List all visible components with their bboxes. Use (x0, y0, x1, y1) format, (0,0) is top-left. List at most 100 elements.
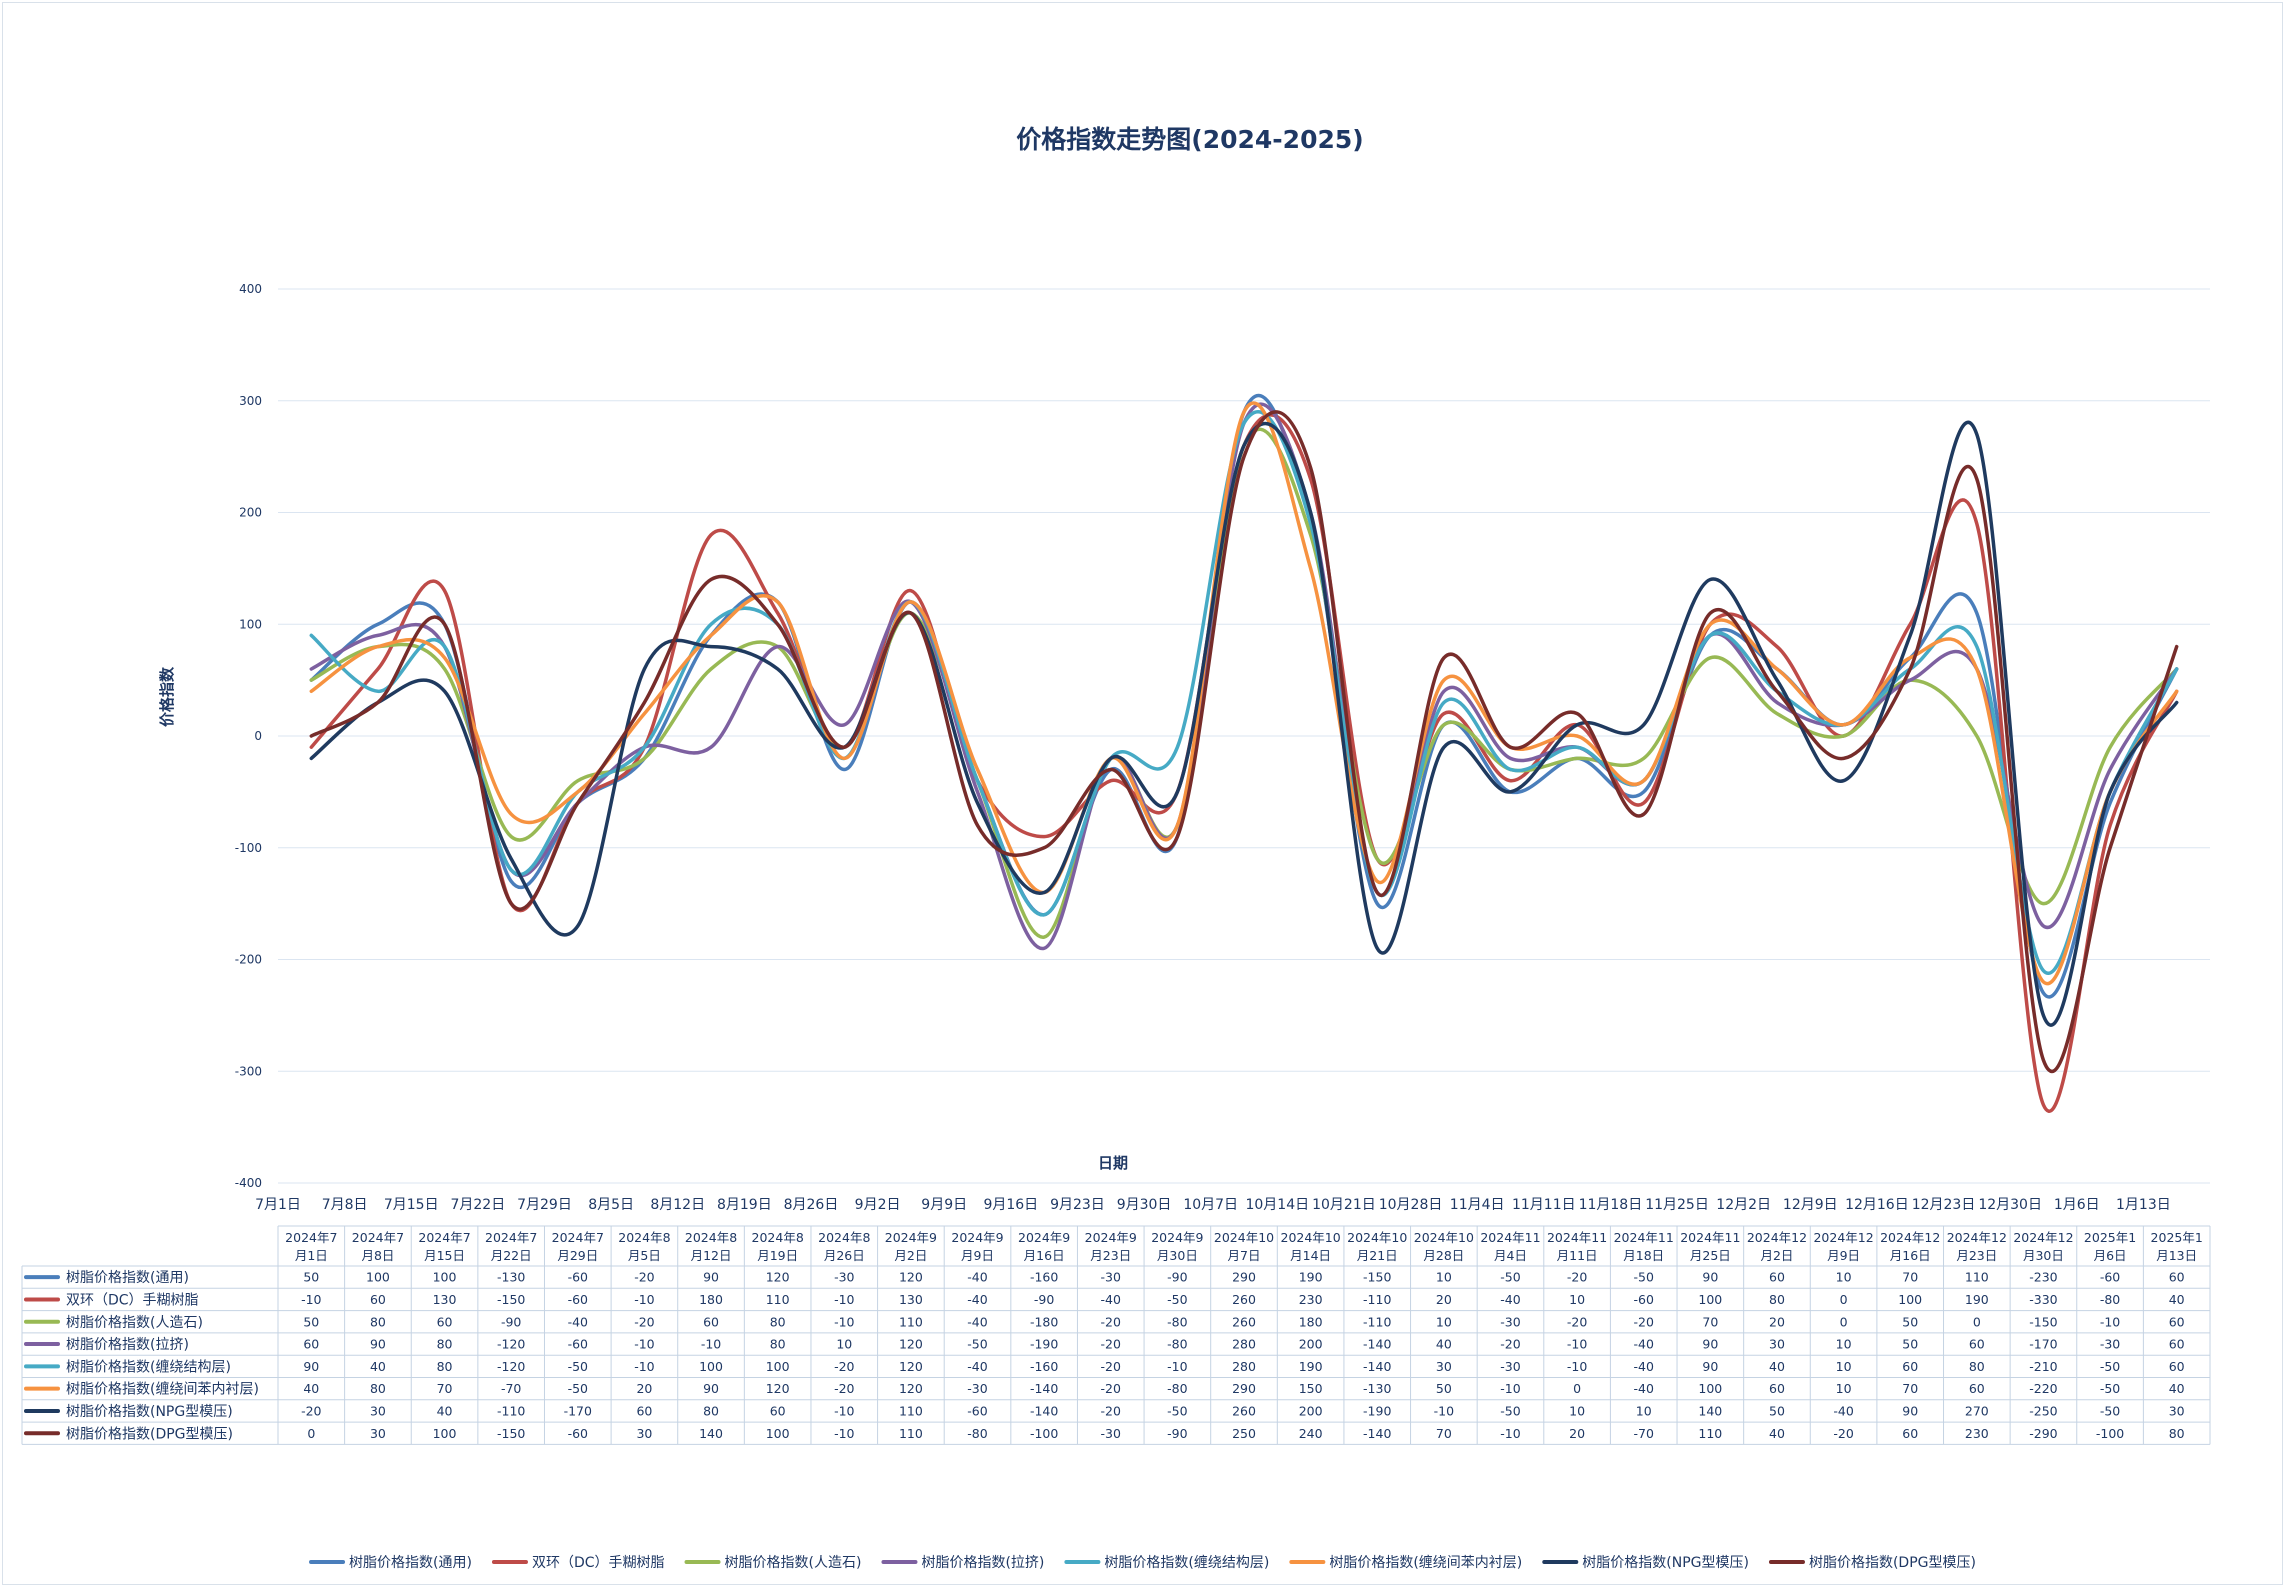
table-cell: 100 (699, 1359, 723, 1374)
table-header-line1: 2024年8 (818, 1230, 870, 1245)
table-header-line2: 月21日 (1357, 1248, 1398, 1263)
table-cell: -20 (834, 1381, 854, 1396)
table-cell: 40 (437, 1403, 453, 1418)
table-cell: -20 (1567, 1270, 1587, 1285)
table-header-line1: 2024年8 (685, 1230, 737, 1245)
table-cell: -150 (1363, 1270, 1391, 1285)
legend-label: 树脂价格指数(缠绕结构层) (1104, 1554, 1269, 1571)
y-tick-label: 400 (239, 282, 262, 296)
table-cell: -220 (2029, 1381, 2057, 1396)
legend-item-4: 树脂价格指数(拉挤) (881, 1555, 1044, 1571)
table-cell: 60 (1969, 1337, 1985, 1352)
table-header-line2: 月29日 (557, 1248, 598, 1263)
table-cell: 260 (1232, 1314, 1256, 1329)
table-cell: 70 (1436, 1426, 1452, 1441)
table-cell: -50 (967, 1337, 987, 1352)
legend-item-8: 树脂价格指数(DPG型模压) (1768, 1555, 1976, 1571)
table-cell: -190 (1030, 1337, 1058, 1352)
table-cell: 20 (1436, 1292, 1452, 1307)
table-cell: -160 (1030, 1270, 1058, 1285)
legend-item-2: 双环（DC）手糊树脂 (491, 1555, 665, 1571)
table-cell: -150 (497, 1292, 525, 1307)
table-cell: -20 (1567, 1314, 1587, 1329)
table-cell: 80 (370, 1314, 386, 1329)
x-tick-label: 8月19日 (717, 1197, 772, 1213)
table-cell: -10 (701, 1337, 721, 1352)
table-cell: -80 (967, 1426, 987, 1441)
table-cell: 230 (1299, 1292, 1323, 1307)
table-cell: -40 (967, 1314, 987, 1329)
table-header-line2: 月23日 (1956, 1248, 1997, 1263)
y-axis-title: 价格指数 (158, 666, 176, 727)
table-cell: 20 (1769, 1314, 1785, 1329)
table-cell: 40 (2169, 1292, 2185, 1307)
table-header-line2: 月14日 (1290, 1248, 1331, 1263)
table-header-line1: 2024年7 (485, 1230, 537, 1245)
x-tick-label: 7月22日 (450, 1197, 505, 1213)
table-cell: 40 (2169, 1381, 2185, 1396)
table-header-line1: 2025年1 (2084, 1230, 2136, 1245)
table-cell: -30 (1101, 1426, 1121, 1441)
table-cell: 70 (437, 1381, 453, 1396)
legend-item-5: 树脂价格指数(缠绕结构层) (1064, 1554, 1269, 1571)
y-tick-label: -200 (235, 953, 262, 967)
table-cell: -10 (834, 1403, 854, 1418)
table-cell: 240 (1299, 1426, 1323, 1441)
table-cell: -170 (564, 1403, 592, 1418)
table-cell: 60 (1902, 1359, 1918, 1374)
table-cell: -40 (1833, 1403, 1853, 1418)
table-header-line2: 月26日 (824, 1248, 865, 1263)
table-header-line2: 月16日 (1890, 1248, 1931, 1263)
table-cell: -60 (568, 1292, 588, 1307)
x-tick-label: 8月5日 (588, 1197, 634, 1213)
table-cell: -40 (1101, 1292, 1121, 1307)
table-cell: -150 (497, 1426, 525, 1441)
x-tick-label: 12月23日 (1912, 1197, 1976, 1213)
x-tick-label: 7月1日 (255, 1197, 301, 1213)
table-cell: 230 (1965, 1426, 1989, 1441)
table-cell: -330 (2029, 1292, 2057, 1307)
table-cell: 30 (1436, 1359, 1452, 1374)
table-cell: -80 (2100, 1292, 2120, 1307)
x-tick-label: 9月9日 (921, 1197, 967, 1213)
table-cell: 40 (1769, 1359, 1785, 1374)
table-header-line1: 2024年7 (418, 1230, 470, 1245)
table-cell: 120 (766, 1270, 790, 1285)
chart-title: 价格指数走势图(2024-2025) (1016, 125, 1363, 154)
table-cell: 80 (370, 1381, 386, 1396)
table-cell: -140 (1030, 1381, 1058, 1396)
table-cell: -160 (1030, 1359, 1058, 1374)
x-tick-labels: 7月1日 7月8日 7月15日 7月22日 7月29日 8月5日 8月12日 8月19日 8月2… (255, 1197, 2171, 1213)
table-cell: 60 (770, 1403, 786, 1418)
table-header-line1: 2024年10 (1414, 1230, 1474, 1245)
table-cell: -50 (2100, 1403, 2120, 1418)
table-header-line2: 月8日 (361, 1248, 394, 1263)
table-cell: -40 (1500, 1292, 1520, 1307)
table-cell: -40 (1634, 1337, 1654, 1352)
table-cell: 0 (1973, 1314, 1981, 1329)
table-cell: 60 (437, 1314, 453, 1329)
table-cell: -50 (1500, 1403, 1520, 1418)
table-cell: 20 (1569, 1426, 1585, 1441)
table-cell: -10 (1167, 1359, 1187, 1374)
table-cell: 50 (303, 1270, 319, 1285)
table-cell: 90 (1702, 1359, 1718, 1374)
table-cell: 100 (766, 1359, 790, 1374)
table-cell: 270 (1965, 1403, 1989, 1418)
table-cell: 280 (1232, 1337, 1256, 1352)
table-cell: 30 (636, 1426, 652, 1441)
table-cell: 0 (307, 1426, 315, 1441)
table-cell: 80 (770, 1337, 786, 1352)
table-cell: -70 (501, 1381, 521, 1396)
table-header-line2: 月28日 (1423, 1248, 1464, 1263)
table-header-line1: 2024年8 (618, 1230, 670, 1245)
table-row-label: 树脂价格指数(人造石) (66, 1315, 203, 1331)
legend-label: 树脂价格指数(缠绕间苯内衬层) (1329, 1554, 1522, 1571)
legend: 树脂价格指数(通用) 双环（DC）手糊树脂 树脂价格指数(人造石) 树脂价格指数(拉挤… (309, 1554, 1976, 1571)
table-header-line2: 月4日 (1494, 1248, 1527, 1263)
table-cell: -30 (967, 1381, 987, 1396)
table-cell: -20 (1634, 1314, 1654, 1329)
table-header-line2: 月25日 (1690, 1248, 1731, 1263)
table-cell: 80 (703, 1403, 719, 1418)
